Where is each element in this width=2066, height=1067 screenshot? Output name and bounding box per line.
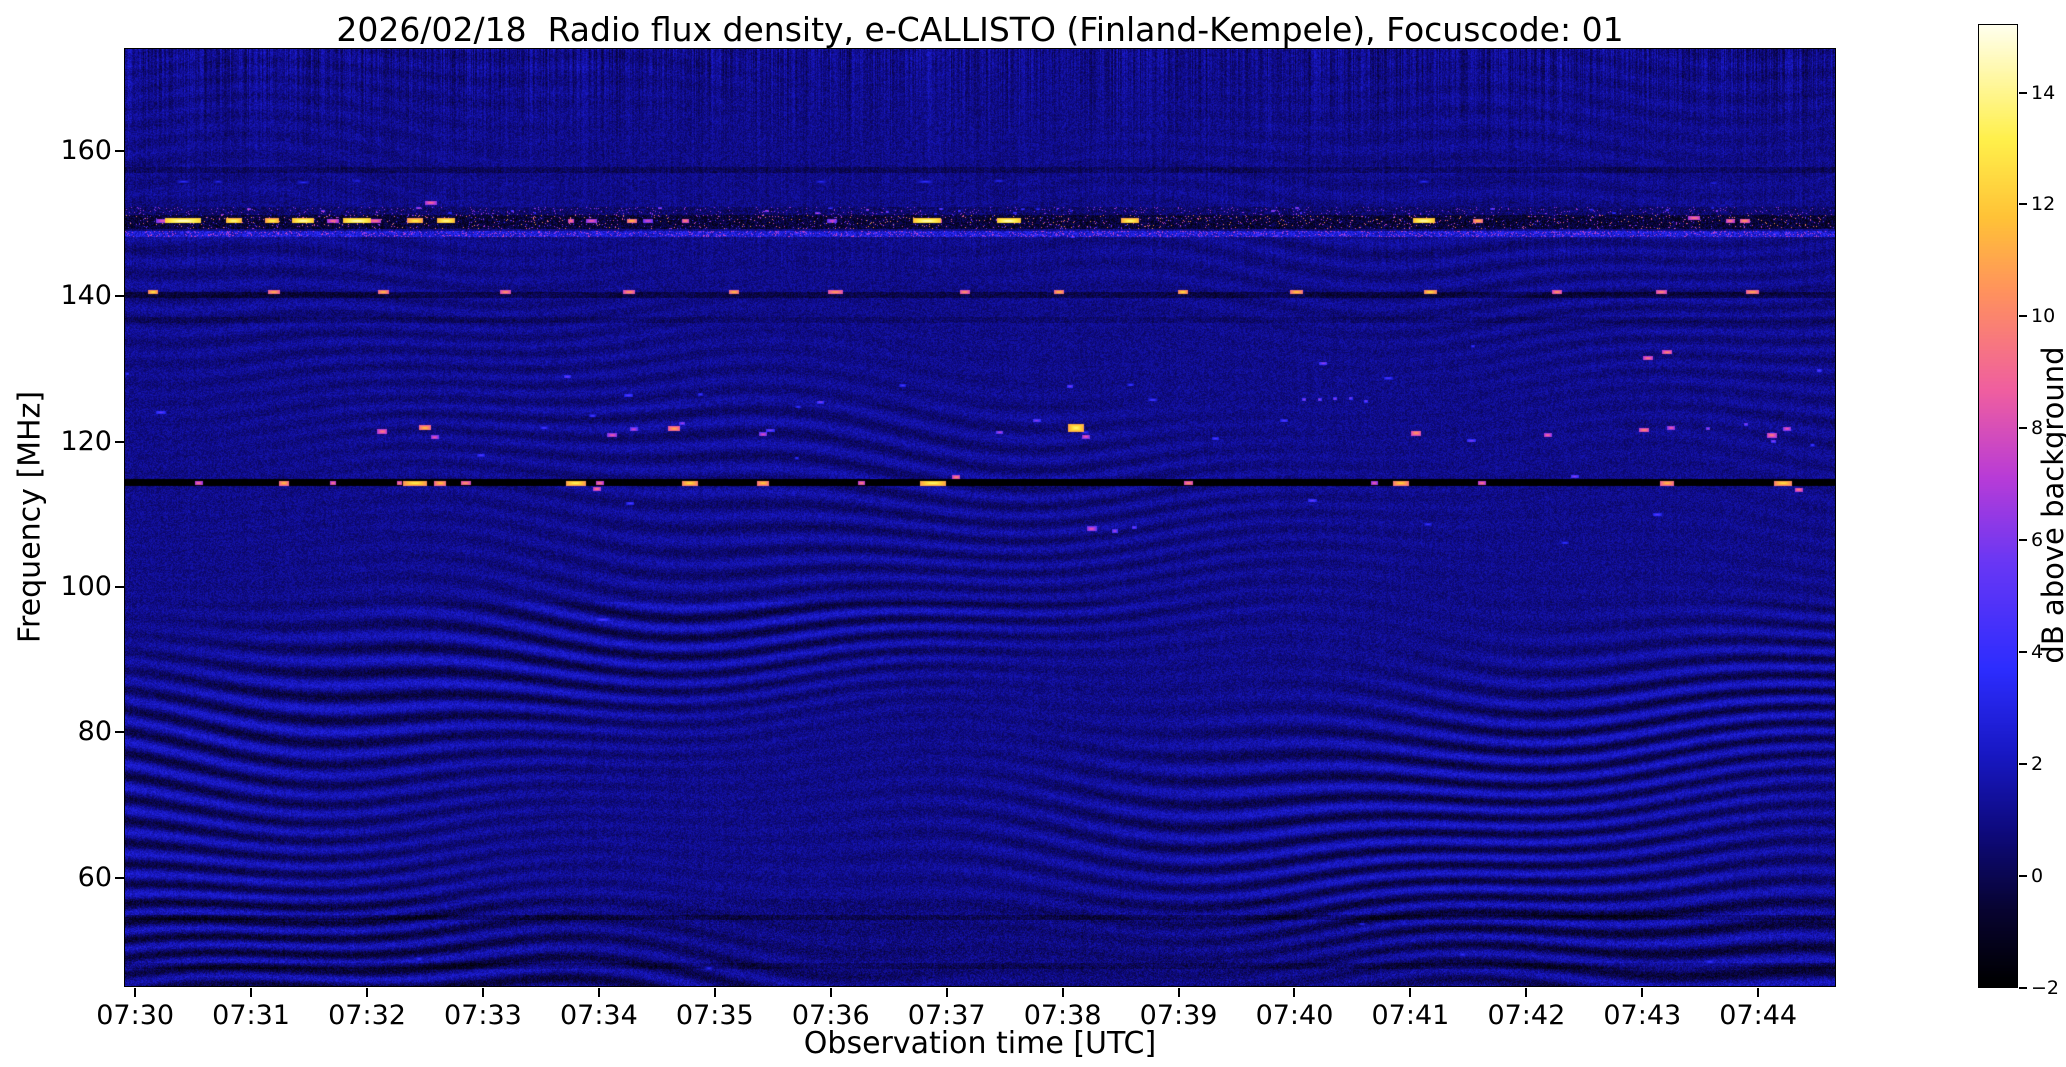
colorbar-tick-label: 4: [2031, 640, 2044, 663]
y-tick: [115, 440, 124, 443]
x-tick: [1525, 988, 1528, 997]
colorbar-tick: [2019, 539, 2027, 542]
x-tick-label: 07:31: [212, 1000, 290, 1031]
colorbar-tick-label: 14: [2031, 81, 2056, 104]
x-tick-label: 07:37: [907, 1000, 986, 1031]
y-tick-label: 120: [60, 425, 112, 457]
y-tick: [115, 586, 124, 588]
colorbar-tick: [2019, 762, 2027, 765]
y-tick: [115, 876, 124, 879]
y-tick: [115, 731, 124, 734]
colorbar-tick: [2019, 315, 2027, 318]
x-tick: [829, 988, 832, 997]
x-axis-label: Observation time [UTC]: [803, 1026, 1157, 1061]
x-tick-label: 07:39: [1139, 1000, 1218, 1031]
colorbar-tick-label: 10: [2031, 305, 2056, 328]
x-tick: [1177, 988, 1180, 997]
colorbar-canvas: [1979, 25, 2017, 987]
colorbar-tick-label: 0: [2031, 864, 2044, 887]
spectrogram-canvas: [125, 49, 1835, 986]
x-tick-label: 07:32: [328, 1000, 406, 1031]
colorbar-tick-label: 12: [2031, 193, 2056, 216]
y-tick-label: 140: [60, 280, 112, 312]
x-tick: [481, 988, 484, 997]
x-tick: [366, 988, 369, 997]
colorbar: [1978, 24, 2018, 988]
x-tick: [945, 988, 948, 997]
y-tick-label: 100: [60, 571, 112, 602]
colorbar-tick: [2019, 874, 2027, 877]
x-tick-label: 07:40: [1255, 1000, 1334, 1031]
colorbar-tick: [2019, 427, 2027, 430]
plot-area: [124, 48, 1836, 987]
colorbar-tick-label: 6: [2031, 529, 2044, 552]
x-tick: [1757, 988, 1760, 997]
y-tick-label: 160: [60, 135, 112, 167]
x-tick: [250, 988, 253, 997]
x-tick-label: 07:42: [1487, 1000, 1566, 1031]
x-tick-label: 07:35: [675, 1000, 754, 1031]
colorbar-tick-label: 8: [2031, 417, 2044, 440]
chart-title: 2026/02/18 Radio flux density, e-CALLIST…: [336, 10, 1624, 49]
y-tick-label: 60: [77, 861, 112, 893]
colorbar-tick: [2019, 203, 2027, 206]
colorbar-tick-label: −2: [2031, 976, 2060, 999]
colorbar-tick: [2019, 650, 2027, 653]
x-tick-label: 07:34: [559, 1000, 638, 1031]
x-tick-label: 07:36: [791, 1000, 870, 1031]
x-tick-label: 07:44: [1719, 1000, 1798, 1031]
x-tick-label: 07:38: [1023, 1000, 1102, 1031]
x-tick-label: 07:30: [96, 1000, 175, 1031]
x-tick: [713, 988, 716, 997]
x-tick: [1061, 988, 1064, 997]
colorbar-label: dB above background: [2036, 346, 2066, 664]
colorbar-tick: [2019, 91, 2027, 94]
x-tick: [1409, 988, 1412, 997]
colorbar-tick-label: 2: [2031, 752, 2044, 775]
x-tick: [597, 988, 600, 997]
y-tick: [115, 150, 124, 153]
x-tick-label: 07:43: [1603, 1000, 1682, 1031]
x-tick: [1641, 988, 1644, 997]
colorbar-tick: [2019, 986, 2027, 989]
x-tick: [1293, 988, 1296, 997]
x-tick: [134, 988, 137, 997]
y-tick: [115, 295, 124, 298]
x-tick-label: 07:33: [444, 1000, 522, 1031]
x-tick-label: 07:41: [1371, 1000, 1450, 1031]
y-tick-label: 80: [77, 716, 112, 748]
